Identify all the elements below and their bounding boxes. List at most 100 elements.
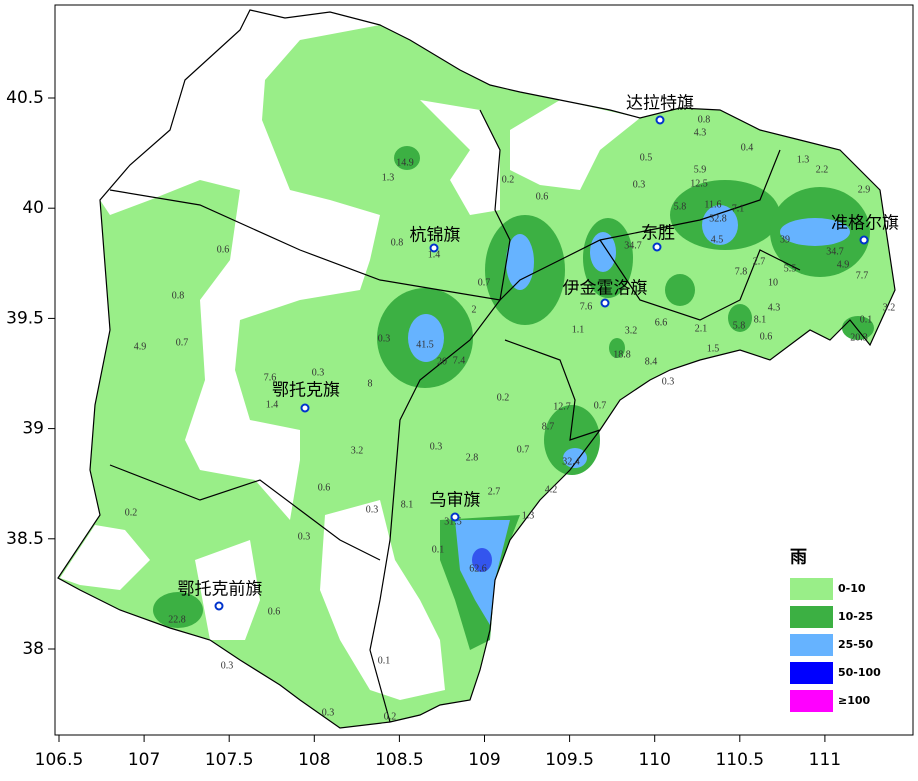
station-value: 8: [368, 378, 373, 389]
station-value: 10: [768, 277, 778, 288]
station-value: 4.9: [837, 259, 850, 270]
station-value: 0.6: [217, 244, 230, 255]
city-marker: [600, 298, 610, 308]
station-value: 12.7: [553, 401, 571, 412]
station-value: 6.6: [655, 317, 668, 328]
station-value: 41.5: [416, 339, 434, 350]
station-value: 1.3: [522, 510, 535, 521]
station-value: 2.7: [488, 486, 501, 497]
x-tick-label: 111: [809, 750, 841, 770]
station-value: 0.6: [760, 331, 773, 342]
station-value: 2.2: [816, 164, 829, 175]
city-name: 乌审旗: [430, 491, 481, 511]
station-value: 1.5: [707, 343, 720, 354]
station-value: 5.8: [674, 201, 687, 212]
x-tick-label: 109.5: [545, 750, 594, 770]
station-value: 1.4: [428, 249, 441, 260]
station-value: 5.9: [694, 164, 707, 175]
station-value: 20: [437, 356, 447, 367]
station-value: 62.6: [469, 563, 487, 574]
city-marker: [300, 403, 310, 413]
station-value: 0.3: [322, 707, 335, 718]
station-value: 0.2: [502, 174, 515, 185]
station-value: 4.3: [768, 302, 781, 313]
station-value: 2.7: [753, 256, 766, 267]
station-value: 7.7: [856, 270, 869, 281]
city-name: 东胜: [641, 224, 675, 244]
station-value: 2.9: [858, 184, 871, 195]
city-name: 达拉特旗: [626, 94, 694, 114]
station-value: 3.2: [625, 325, 638, 336]
city-name: 鄂托克前旗: [178, 580, 263, 600]
legend-label: ≥100: [838, 694, 871, 707]
x-tick-label: 107.5: [205, 750, 254, 770]
legend-swatch: [790, 634, 833, 656]
legend-swatch: [790, 606, 833, 628]
station-value: 0.6: [536, 191, 549, 202]
legend: 雨 0-10 10-25 25-50 50-100 ≥100: [790, 548, 881, 712]
station-value: 12.5: [690, 178, 708, 189]
station-value: 0.8: [698, 114, 711, 125]
station-value: 1.3: [382, 172, 395, 183]
station-value: 0.3: [633, 179, 646, 190]
station-value: 4.9: [134, 341, 147, 352]
legend-label: 25-50: [838, 638, 874, 651]
station-value: 0.1: [432, 544, 445, 555]
legend-swatch: [790, 690, 833, 712]
y-tick-label: 40: [22, 198, 44, 218]
station-value: 0.2: [497, 392, 510, 403]
legend-title: 雨: [790, 548, 807, 568]
x-tick-label: 108.5: [375, 750, 424, 770]
station-value: 2: [472, 304, 477, 315]
y-tick-label: 39.5: [6, 308, 44, 328]
station-value: 0.1: [378, 655, 391, 666]
station-value: 0.3: [662, 376, 675, 387]
station-value: 31.5: [444, 516, 462, 527]
station-value: 0.3: [430, 441, 443, 452]
rain-very-heavy: [472, 548, 492, 572]
station-value: 7.6: [580, 301, 593, 312]
station-value: 5.8: [733, 320, 746, 331]
station-value: 20.3: [850, 332, 868, 343]
station-value: 0.6: [268, 606, 281, 617]
city-marker: [214, 601, 224, 611]
legend-label: 0-10: [838, 582, 866, 595]
station-value: 5.5: [784, 263, 797, 274]
station-value: 1.4: [266, 399, 279, 410]
x-tick-label: 107: [128, 750, 160, 770]
station-value: 0.3: [366, 504, 379, 515]
station-value: 0.8: [391, 237, 404, 248]
city-name: 准格尔旗: [831, 214, 899, 234]
station-value: 7.1: [732, 203, 745, 214]
y-tick-label: 38.5: [6, 529, 44, 549]
station-value: 1.1: [572, 324, 585, 335]
station-value: 0.2: [384, 711, 397, 722]
station-value: 22.8: [168, 614, 186, 625]
station-value: 0.6: [318, 482, 331, 493]
station-value: 8.1: [754, 314, 767, 325]
station-value: 18.8: [613, 349, 631, 360]
station-value: 0.3: [378, 333, 391, 344]
station-value: 0.1: [860, 314, 873, 325]
station-value: 3.2: [883, 302, 896, 313]
station-value: 11.6: [704, 199, 721, 210]
station-value: 7.8: [735, 266, 748, 277]
city-marker: [655, 115, 665, 125]
legend-swatch: [790, 662, 833, 684]
station-value: 0.7: [517, 444, 530, 455]
station-value: 0.7: [478, 277, 491, 288]
x-tick-label: 109: [468, 750, 500, 770]
x-tick-label: 106.5: [35, 750, 84, 770]
station-value: 2.8: [466, 452, 479, 463]
station-value: 39: [780, 234, 790, 245]
borders: [57, 9, 896, 729]
legend-label: 10-25: [838, 610, 873, 623]
y-tick-label: 39: [22, 419, 44, 439]
station-value: 4.3: [694, 127, 707, 138]
station-value: 0.4: [741, 142, 754, 153]
station-value: 7.6: [264, 372, 277, 383]
station-value: 4.5: [711, 234, 724, 245]
city-name: 伊金霍洛旗: [563, 279, 648, 299]
station-value: 34.7: [624, 240, 642, 251]
station-value: 1.3: [797, 154, 810, 165]
